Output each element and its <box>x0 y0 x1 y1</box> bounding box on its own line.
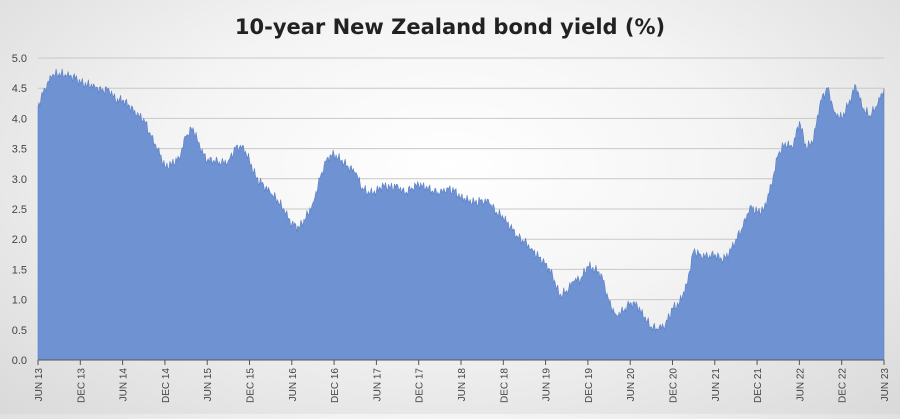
x-tick-label: JUN 19 <box>542 368 553 402</box>
x-tick-label: DEC 15 <box>246 368 257 403</box>
y-tick-label: 4.0 <box>12 113 27 125</box>
y-tick-label: 1.0 <box>12 295 27 307</box>
x-tick-label: JUN 18 <box>457 368 468 402</box>
x-axis-ticks: JUN 13 DEC 13 JUN 14 DEC 14 JUN 15 DEC 15 JUN … <box>34 360 891 403</box>
y-axis-ticks: 0.0 0.5 1.0 1.5 2.0 2.5 3.0 3.5 4.0 4.5 5.0 <box>12 53 27 367</box>
chart-title: 10-year New Zealand bond yield (%) <box>235 15 665 39</box>
y-tick-label: 5.0 <box>12 53 27 65</box>
x-tick-label: JUN 17 <box>372 368 383 402</box>
y-tick-label: 2.0 <box>12 234 27 246</box>
y-tick-label: 1.5 <box>12 264 27 276</box>
y-tick-label: 3.5 <box>12 144 27 156</box>
x-tick-label: DEC 16 <box>330 368 341 403</box>
y-tick-label: 3.0 <box>12 174 27 186</box>
x-tick-label: DEC 21 <box>753 368 764 403</box>
x-tick-label: DEC 14 <box>161 368 172 403</box>
x-tick-label: JUN 20 <box>626 368 637 402</box>
y-tick-label: 0.5 <box>12 325 27 337</box>
x-tick-label: DEC 18 <box>499 368 510 403</box>
x-tick-label: DEC 17 <box>415 368 426 403</box>
x-tick-label: JUN 22 <box>795 368 806 402</box>
y-tick-label: 2.5 <box>12 204 27 216</box>
plot-area <box>37 68 885 361</box>
x-tick-label: JUN 14 <box>119 368 130 402</box>
y-tick-label: 0.0 <box>12 355 27 367</box>
x-tick-label: DEC 13 <box>76 368 87 403</box>
x-tick-label: JUN 15 <box>203 368 214 402</box>
x-tick-label: DEC 19 <box>584 368 595 403</box>
y-tick-label: 4.5 <box>12 83 27 95</box>
x-tick-label: JUN 13 <box>34 368 45 402</box>
x-tick-label: JUN 21 <box>711 368 722 402</box>
x-tick-label: DEC 22 <box>838 368 849 403</box>
x-tick-label: DEC 20 <box>669 368 680 403</box>
yield-series-area <box>37 68 885 361</box>
x-tick-label: JUN 16 <box>288 368 299 402</box>
x-tick-label: JUN 23 <box>880 368 891 402</box>
